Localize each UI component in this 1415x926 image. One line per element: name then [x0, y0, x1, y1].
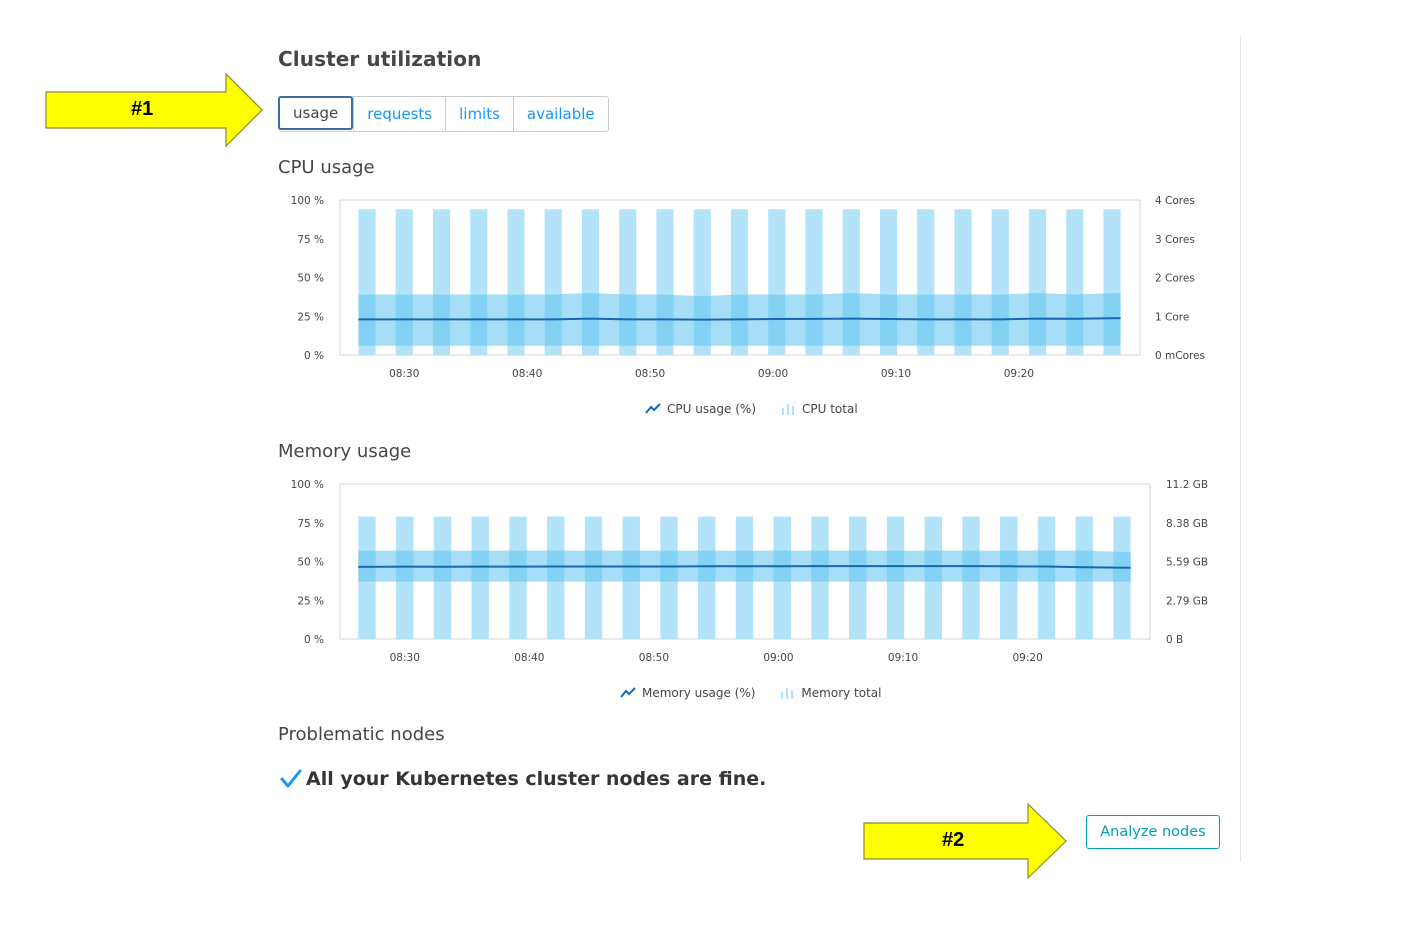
problematic-nodes-title: Problematic nodes	[278, 724, 445, 745]
tab-available[interactable]: available	[512, 97, 608, 131]
memory-y-right-tick-label: 0 B	[1166, 634, 1183, 646]
cpu-y-left-tick-label: 75 %	[297, 234, 324, 246]
memory-y-right-tick-label: 2.79 GB	[1166, 595, 1208, 607]
nodes-status-text: All your Kubernetes cluster nodes are fi…	[306, 768, 767, 790]
metric-tabs: usage requests limits available	[278, 96, 609, 132]
memory-x-tick-label: 08:50	[639, 652, 669, 664]
memory-x-tick-label: 08:40	[514, 652, 544, 664]
memory-legend: Memory usage (%) Memory total	[620, 686, 881, 700]
page-title: Cluster utilization	[278, 47, 482, 71]
nodes-status: All your Kubernetes cluster nodes are fi…	[280, 768, 766, 790]
cpu-x-tick-label: 09:20	[1004, 368, 1034, 380]
cpu-y-right-tick-label: 3 Cores	[1155, 234, 1195, 246]
cpu-x-tick-label: 09:10	[881, 368, 911, 380]
cpu-y-right-tick-label: 4 Cores	[1155, 195, 1195, 207]
cpu-x-tick-label: 08:30	[389, 368, 419, 380]
callout-arrow-2	[863, 802, 1067, 880]
memory-y-left-tick-label: 75 %	[297, 518, 324, 530]
memory-y-right-tick-label: 11.2 GB	[1166, 479, 1208, 491]
cpu-y-right-tick-label: 2 Cores	[1155, 273, 1195, 285]
cpu-chart: 100 % 75 % 50 % 25 % 0 % 4 Cores 3 Cores 2 Core…	[270, 190, 1230, 390]
cpu-y-left-tick-label: 25 %	[297, 311, 324, 323]
analyze-nodes-button[interactable]: Analyze nodes	[1086, 815, 1220, 849]
tab-usage[interactable]: usage	[278, 96, 354, 130]
cpu-y-right-tick-label: 0 mCores	[1155, 350, 1205, 362]
line-chart-icon	[645, 403, 661, 414]
legend-item-memory-total[interactable]: Memory total	[779, 686, 881, 700]
cpu-y-left-tick-label: 50 %	[297, 273, 324, 285]
legend-label-cpu-total: CPU total	[802, 402, 858, 416]
memory-y-right-tick-label: 5.59 GB	[1166, 557, 1208, 569]
memory-y-left-tick-label: 50 %	[297, 557, 324, 569]
memory-y-left-tick-label: 0 %	[304, 634, 324, 646]
cpu-x-tick-label: 09:00	[758, 368, 788, 380]
memory-x-tick-label: 09:00	[763, 652, 793, 664]
memory-x-tick-label: 09:20	[1012, 652, 1042, 664]
cpu-section-title: CPU usage	[278, 157, 375, 178]
legend-item-memory-usage[interactable]: Memory usage (%)	[620, 686, 755, 700]
callout-arrow-1	[45, 72, 263, 148]
legend-item-cpu-total[interactable]: CPU total	[780, 402, 858, 416]
content-right-divider	[1240, 36, 1241, 862]
line-chart-icon	[620, 687, 636, 698]
tab-requests[interactable]: requests	[353, 97, 445, 131]
cpu-y-left-tick-label: 0 %	[304, 350, 324, 362]
memory-y-right-tick-label: 8.38 GB	[1166, 518, 1208, 530]
memory-x-tick-label: 09:10	[888, 652, 918, 664]
callout-label-2: #2	[942, 829, 965, 851]
cpu-usage-line	[358, 317, 1121, 321]
checkmark-icon	[280, 769, 302, 788]
memory-section-title: Memory usage	[278, 441, 412, 462]
cpu-x-tick-label: 08:40	[512, 368, 542, 380]
callout-label-1: #1	[131, 98, 154, 120]
memory-y-left-tick-label: 25 %	[297, 595, 324, 607]
bar-chart-icon	[781, 688, 794, 699]
memory-chart: 100 % 75 % 50 % 25 % 0 % 11.2 GB 8.38 GB 5.59 G…	[270, 474, 1230, 674]
memory-chart-svg: 100 % 75 % 50 % 25 % 0 % 11.2 GB 8.38 GB 5.59 G…	[291, 479, 1208, 664]
bar-chart-icon	[782, 404, 795, 415]
cpu-x-tick-label: 08:50	[635, 368, 665, 380]
legend-label-cpu-usage: CPU usage (%)	[667, 402, 757, 416]
cpu-y-left-tick-label: 100 %	[291, 195, 324, 207]
cpu-y-right-tick-label: 1 Core	[1155, 311, 1189, 323]
legend-label-memory-total: Memory total	[801, 686, 882, 700]
legend-label-memory-usage: Memory usage (%)	[642, 686, 756, 700]
memory-x-tick-label: 08:30	[390, 652, 420, 664]
memory-usage-line	[358, 565, 1131, 569]
legend-item-cpu-usage[interactable]: CPU usage (%)	[645, 402, 756, 416]
cpu-chart-svg: 100 % 75 % 50 % 25 % 0 % 4 Cores 3 Cores 2 Core…	[291, 195, 1205, 380]
memory-y-left-tick-label: 100 %	[291, 479, 324, 491]
tab-limits[interactable]: limits	[445, 97, 513, 131]
cpu-legend: CPU usage (%) CPU total	[645, 402, 858, 416]
